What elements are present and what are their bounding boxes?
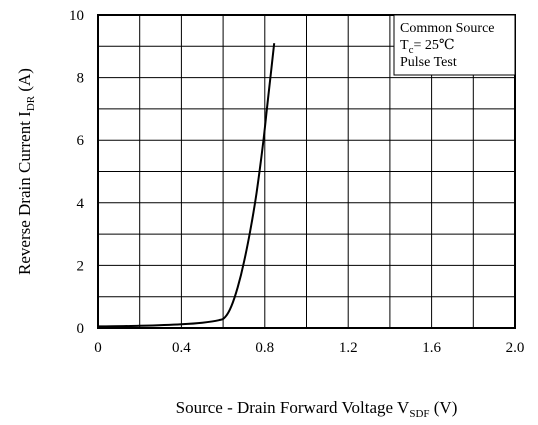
x-tick-label: 1.2 (339, 340, 358, 356)
legend-line-2: Tc= 25℃ (400, 38, 455, 56)
x-tick-label: 0 (94, 340, 102, 356)
y-tick-label: 2 (77, 258, 85, 274)
legend-box: Common Source Tc= 25℃ Pulse Test (393, 14, 516, 76)
y-tick-label: 6 (77, 133, 85, 149)
x-tick-label: 2.0 (506, 340, 525, 356)
x-axis-label: Source - Drain Forward Voltage VSDF (V) (176, 398, 458, 420)
y-tick-label: 10 (69, 8, 84, 24)
grid-lines (98, 15, 515, 328)
plot-frame (97, 14, 516, 329)
x-tick-label: 1.6 (422, 340, 441, 356)
y-tick-label: 0 (77, 321, 85, 337)
legend-line-1: Common Source (400, 21, 495, 36)
y-tick-labels: 0 2 4 6 8 10 (69, 8, 85, 337)
x-tick-label: 0.8 (255, 340, 274, 356)
y-tick-label: 8 (77, 71, 85, 87)
series-line (97, 43, 276, 328)
legend-line-3: Pulse Test (400, 55, 457, 70)
y-tick-label: 4 (77, 196, 85, 212)
y-axis-label: Reverse Drain Current IDR (A) (15, 68, 37, 275)
x-tick-label: 0.4 (172, 340, 191, 356)
x-tick-labels: 0 0.4 0.8 1.2 1.6 2.0 (94, 340, 524, 356)
